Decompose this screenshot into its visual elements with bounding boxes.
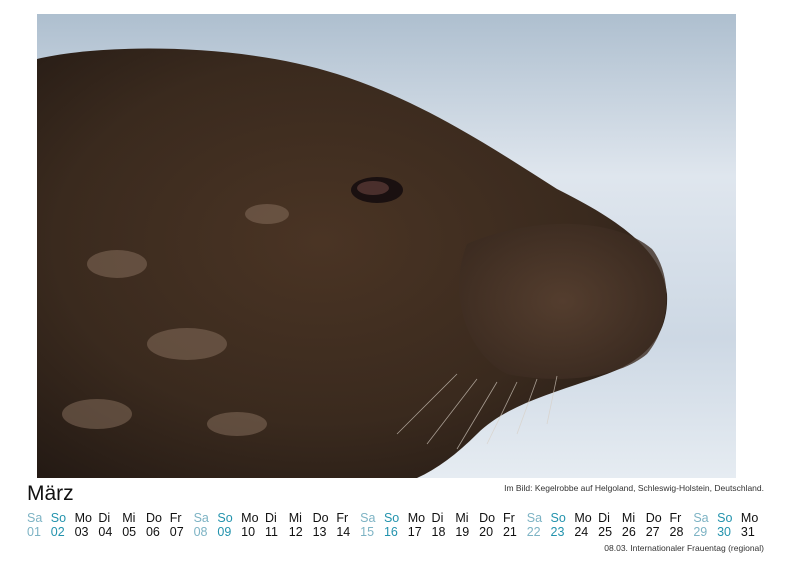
day-number: 02 <box>50 525 65 539</box>
seal-photo <box>37 14 736 478</box>
weekday-label: Sa <box>27 511 43 525</box>
day-number: 22 <box>526 525 541 539</box>
weekday-label: Fr <box>169 511 182 525</box>
calendar-day: Mo 24 <box>574 511 598 539</box>
calendar-day: Di 18 <box>432 511 456 539</box>
calendar-day: Sa 22 <box>527 511 551 539</box>
photo-caption: Im Bild: Kegelrobbe auf Helgoland, Schle… <box>504 483 764 493</box>
day-number: 13 <box>312 525 327 539</box>
calendar-day: Sa 08 <box>194 511 218 539</box>
calendar-day: Do 13 <box>313 511 337 539</box>
calendar-day: Di 11 <box>265 511 289 539</box>
day-number: 11 <box>264 525 278 539</box>
weekday-label: So <box>550 511 566 525</box>
calendar-day: Di 04 <box>98 511 122 539</box>
weekday-label: Mo <box>241 511 259 525</box>
calendar-day: Mo 17 <box>408 511 432 539</box>
calendar-day: Mi 26 <box>622 511 646 539</box>
day-number: 17 <box>407 525 422 539</box>
calendar-day: Fr 28 <box>670 511 694 539</box>
day-number: 30 <box>717 525 732 539</box>
calendar-day: Mo 03 <box>75 511 99 539</box>
weekday-label: So <box>383 511 400 525</box>
calendar-day: Mi 05 <box>122 511 146 539</box>
calendar-day: Fr 14 <box>336 511 360 539</box>
day-number: 15 <box>360 525 375 539</box>
day-number: 26 <box>621 525 636 539</box>
day-number: 31 <box>740 525 755 539</box>
calendar-day: Sa 01 <box>27 511 51 539</box>
day-number: 20 <box>479 525 494 539</box>
day-number: 21 <box>502 525 517 539</box>
weekday-label: Sa <box>526 511 543 525</box>
holiday-note: 08.03. Internationaler Frauentag (region… <box>604 543 764 553</box>
calendar-day: So 09 <box>217 511 241 539</box>
day-number: 10 <box>241 525 256 539</box>
weekday-label: So <box>50 511 67 525</box>
day-number: 25 <box>598 525 613 539</box>
day-number: 19 <box>455 525 470 539</box>
day-number: 08 <box>193 525 208 539</box>
month-title: März <box>27 482 74 505</box>
weekday-label: Sa <box>360 511 376 525</box>
day-number: 27 <box>645 525 660 539</box>
day-number: 16 <box>383 525 398 539</box>
calendar-day: Mo 10 <box>241 511 265 539</box>
calendar-day: Mi 12 <box>289 511 313 539</box>
day-number: 28 <box>669 525 684 539</box>
weekday-label: Di <box>598 511 610 525</box>
calendar-day: Do 06 <box>146 511 170 539</box>
day-number: 09 <box>217 525 232 539</box>
calendar-day: So 16 <box>384 511 408 539</box>
weekday-label: Mi <box>288 511 302 525</box>
weekday-label: Di <box>431 511 444 525</box>
calendar-day: Do 20 <box>479 511 503 539</box>
weekday-label: Mi <box>122 511 136 525</box>
day-number: 23 <box>550 525 565 539</box>
calendar-day: Fr 07 <box>170 511 194 539</box>
calendar-day: Fr 21 <box>503 511 527 539</box>
day-number: 03 <box>74 525 89 539</box>
day-number: 24 <box>574 525 589 539</box>
calendar-day: Di 25 <box>598 511 622 539</box>
weekday-label: So <box>217 511 233 525</box>
weekday-label: Mi <box>455 511 469 525</box>
weekday-label: Mo <box>740 511 759 525</box>
day-number: 05 <box>122 525 137 539</box>
weekday-label: Do <box>479 511 496 525</box>
calendar-day: Sa 29 <box>693 511 717 539</box>
calendar-day: So 02 <box>51 511 75 539</box>
weekday-label: Do <box>145 511 162 525</box>
weekday-label: Mo <box>574 511 592 525</box>
weekday-label: Do <box>312 511 329 525</box>
calendar-day: Sa 15 <box>360 511 384 539</box>
calendar-day: So 23 <box>551 511 575 539</box>
day-number: 18 <box>431 525 446 539</box>
weekday-label: Di <box>98 511 111 525</box>
calendar-day: Mo 31 <box>741 511 765 539</box>
weekday-label: Fr <box>336 511 349 525</box>
weekday-label: Sa <box>193 511 209 525</box>
day-number: 12 <box>288 525 303 539</box>
weekday-label: Di <box>264 511 277 525</box>
weekday-label: Mo <box>74 511 92 525</box>
calendar-day: Mi 19 <box>455 511 479 539</box>
calendar-day: Do 27 <box>646 511 670 539</box>
day-number: 04 <box>98 525 113 539</box>
weekday-label: Do <box>645 511 662 525</box>
weekday-label: So <box>717 511 733 525</box>
calendar-day: So 30 <box>717 511 741 539</box>
day-number: 06 <box>145 525 160 539</box>
day-number: 01 <box>27 525 41 539</box>
weekday-label: Sa <box>693 511 709 525</box>
weekday-label: Fr <box>502 511 515 525</box>
day-number: 07 <box>169 525 184 539</box>
weekday-label: Mi <box>621 511 636 525</box>
day-number: 29 <box>693 525 708 539</box>
weekday-label: Mo <box>407 511 426 525</box>
day-row: Sa 01 So 02 Mo 03 Di 04 Mi 05 Do 06 Fr 07 Sa 08 So 09 Mo 10… <box>27 511 765 539</box>
day-number: 14 <box>336 525 351 539</box>
weekday-label: Fr <box>669 511 682 525</box>
